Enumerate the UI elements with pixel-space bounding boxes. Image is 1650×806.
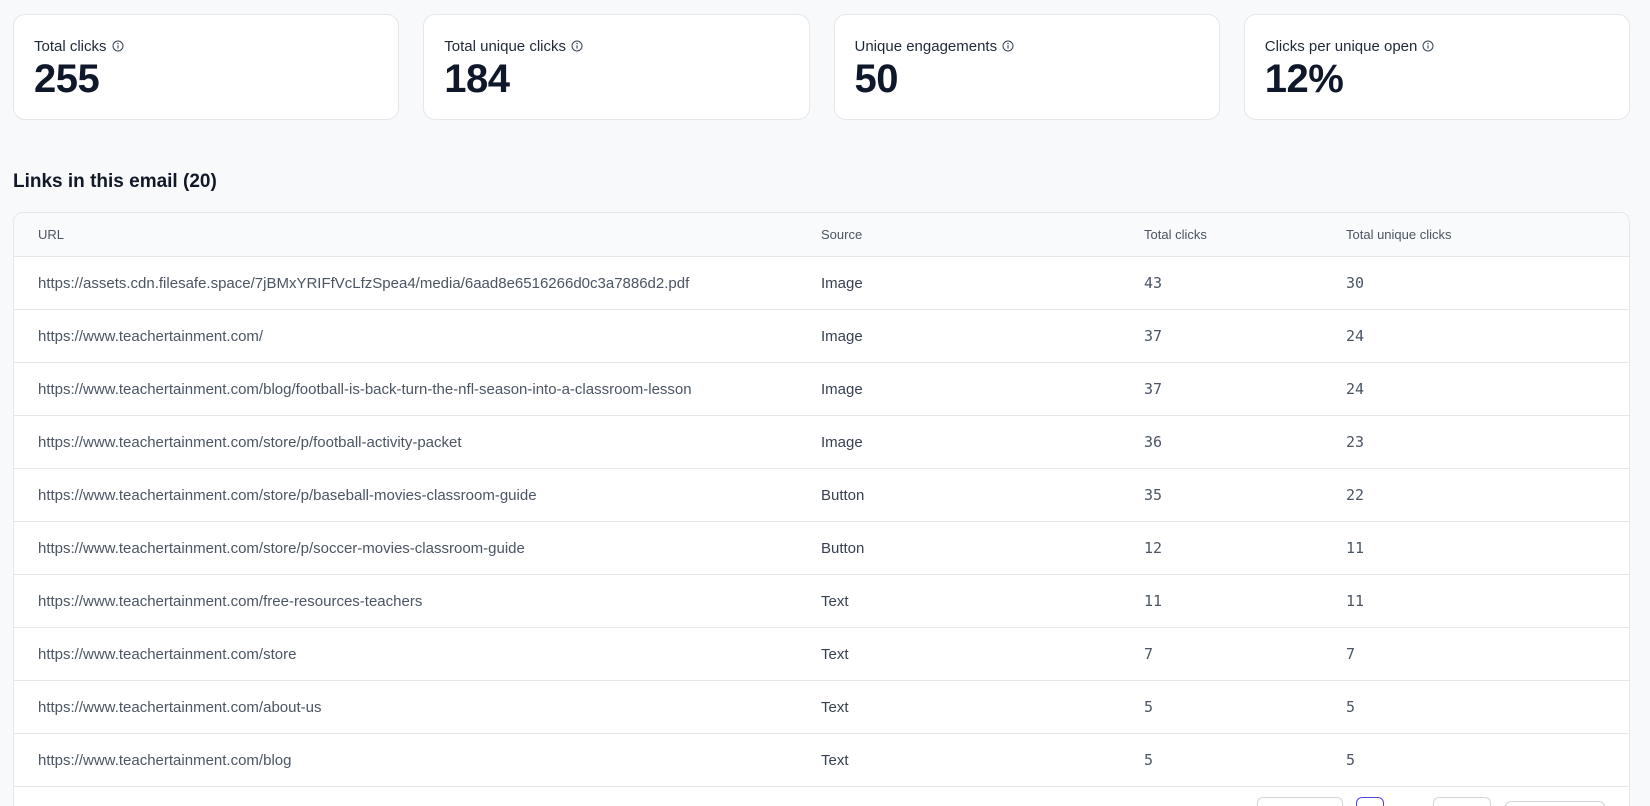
stat-label-row: Total unique clicks bbox=[444, 37, 788, 55]
stat-card-unique-engagements: Unique engagements 50 bbox=[833, 14, 1220, 120]
stat-card-clicks-per-unique-open: Clicks per unique open 12% bbox=[1243, 14, 1630, 120]
stat-label: Total unique clicks bbox=[444, 37, 566, 55]
source-cell: Text bbox=[821, 592, 849, 610]
stat-value: 50 bbox=[854, 57, 899, 101]
table-row: https://www.teachertainment.com/store/p/… bbox=[14, 416, 1629, 469]
url-link[interactable]: https://www.teachertainment.com/store/p/… bbox=[38, 539, 525, 557]
url-link[interactable]: https://www.teachertainment.com/free-res… bbox=[38, 592, 423, 610]
page-button[interactable] bbox=[1433, 797, 1491, 806]
source-cell: Image bbox=[821, 433, 863, 451]
stat-label-row: Unique engagements bbox=[855, 37, 1199, 55]
stat-value: 184 bbox=[444, 57, 510, 101]
url-link[interactable]: https://assets.cdn.filesafe.space/7jBMxY… bbox=[38, 274, 690, 292]
total-unique-clicks-cell: 11 bbox=[1346, 592, 1365, 610]
url-cell: https://www.teachertainment.com/store/p/… bbox=[14, 540, 821, 557]
column-header-source[interactable]: Source bbox=[821, 227, 863, 242]
stat-label-row: Clicks per unique open bbox=[1265, 37, 1609, 55]
total-unique-clicks-cell: 22 bbox=[1346, 486, 1365, 504]
url-cell: https://www.teachertainment.com/store bbox=[14, 646, 821, 663]
stat-label: Clicks per unique open bbox=[1264, 37, 1418, 55]
total-unique-clicks-cell: 11 bbox=[1346, 539, 1365, 557]
total-unique-clicks-cell: 24 bbox=[1346, 327, 1365, 345]
source-cell: Button bbox=[821, 486, 865, 504]
url-link[interactable]: https://www.teachertainment.com/ bbox=[38, 327, 264, 345]
url-cell: https://www.teachertainment.com/store/p/… bbox=[14, 487, 821, 504]
stat-value: 255 bbox=[34, 57, 100, 101]
stat-card-total-unique-clicks: Total unique clicks 184 bbox=[423, 14, 810, 120]
table-row: https://www.teachertainment.com/store/p/… bbox=[14, 522, 1629, 575]
total-clicks-cell: 12 bbox=[1144, 539, 1163, 557]
stats-cards: Total clicks 255 Total unique clicks 184… bbox=[13, 14, 1630, 120]
source-cell: Button bbox=[821, 539, 865, 557]
total-clicks-cell: 37 bbox=[1144, 380, 1163, 398]
url-cell: https://www.teachertainment.com/free-res… bbox=[14, 593, 821, 610]
total-clicks-cell: 36 bbox=[1144, 433, 1163, 451]
section-title: Links in this email (20) bbox=[13, 171, 217, 192]
page-button-current[interactable] bbox=[1356, 797, 1384, 806]
url-link[interactable]: https://www.teachertainment.com/blog/foo… bbox=[38, 380, 692, 398]
table-row: https://www.teachertainment.com/store Te… bbox=[14, 628, 1629, 681]
source-cell: Image bbox=[821, 327, 863, 345]
total-unique-clicks-cell: 5 bbox=[1346, 751, 1356, 769]
total-clicks-cell: 43 bbox=[1144, 274, 1163, 292]
url-link[interactable]: https://www.teachertainment.com/about-us bbox=[38, 698, 322, 716]
total-unique-clicks-cell: 30 bbox=[1346, 274, 1365, 292]
table-row: https://www.teachertainment.com/about-us… bbox=[14, 681, 1629, 734]
total-clicks-cell: 5 bbox=[1144, 698, 1154, 716]
info-icon[interactable] bbox=[1422, 40, 1434, 52]
stat-value: 12% bbox=[1264, 57, 1344, 101]
url-cell: https://www.teachertainment.com/blog bbox=[14, 752, 821, 769]
table-row: https://www.teachertainment.com/ Image 3… bbox=[14, 310, 1629, 363]
stat-label: Unique engagements bbox=[854, 37, 998, 55]
source-cell: Text bbox=[821, 751, 849, 769]
info-icon[interactable] bbox=[112, 40, 124, 52]
total-unique-clicks-cell: 7 bbox=[1346, 645, 1356, 663]
table-row: https://www.teachertainment.com/blog/foo… bbox=[14, 363, 1629, 416]
total-clicks-cell: 37 bbox=[1144, 327, 1163, 345]
url-link[interactable]: https://www.teachertainment.com/store/p/… bbox=[38, 433, 462, 451]
total-unique-clicks-cell: 24 bbox=[1346, 380, 1365, 398]
url-cell: https://www.teachertainment.com/about-us bbox=[14, 699, 821, 716]
url-cell: https://www.teachertainment.com/blog/foo… bbox=[14, 381, 821, 398]
total-clicks-cell: 5 bbox=[1144, 751, 1154, 769]
links-table: URL Source Total clicks Total unique cli… bbox=[13, 212, 1630, 806]
pagination bbox=[0, 797, 1650, 806]
source-cell: Image bbox=[821, 380, 863, 398]
url-link[interactable]: https://www.teachertainment.com/blog bbox=[38, 751, 292, 769]
stat-label-row: Total clicks bbox=[34, 37, 378, 55]
column-header-total-unique-clicks[interactable]: Total unique clicks bbox=[1346, 227, 1452, 242]
total-clicks-cell: 7 bbox=[1144, 645, 1154, 663]
table-row: https://www.teachertainment.com/store/p/… bbox=[14, 469, 1629, 522]
total-unique-clicks-cell: 23 bbox=[1346, 433, 1365, 451]
table-header-row: URL Source Total clicks Total unique cli… bbox=[14, 213, 1629, 257]
url-link[interactable]: https://www.teachertainment.com/store/p/… bbox=[38, 486, 537, 504]
previous-page-button[interactable] bbox=[1257, 797, 1343, 806]
column-header-total-clicks[interactable]: Total clicks bbox=[1144, 227, 1207, 242]
url-cell: https://www.teachertainment.com/store/p/… bbox=[14, 434, 821, 451]
total-clicks-cell: 11 bbox=[1144, 592, 1163, 610]
stat-card-total-clicks: Total clicks 255 bbox=[13, 14, 400, 120]
url-link[interactable]: https://www.teachertainment.com/store bbox=[38, 645, 297, 663]
column-header-url[interactable]: URL bbox=[38, 227, 65, 242]
table-row: https://www.teachertainment.com/blog Tex… bbox=[14, 734, 1629, 787]
total-clicks-cell: 35 bbox=[1144, 486, 1163, 504]
table-row: https://www.teachertainment.com/free-res… bbox=[14, 575, 1629, 628]
url-cell: https://assets.cdn.filesafe.space/7jBMxY… bbox=[14, 275, 821, 292]
stat-label: Total clicks bbox=[34, 37, 107, 55]
source-cell: Text bbox=[821, 698, 849, 716]
next-page-button[interactable] bbox=[1505, 801, 1605, 806]
total-unique-clicks-cell: 5 bbox=[1346, 698, 1356, 716]
info-icon[interactable] bbox=[571, 40, 583, 52]
source-cell: Image bbox=[821, 274, 863, 292]
info-icon[interactable] bbox=[1002, 40, 1014, 52]
url-cell: https://www.teachertainment.com/ bbox=[14, 328, 821, 345]
source-cell: Text bbox=[821, 645, 849, 663]
table-row: https://assets.cdn.filesafe.space/7jBMxY… bbox=[14, 257, 1629, 310]
